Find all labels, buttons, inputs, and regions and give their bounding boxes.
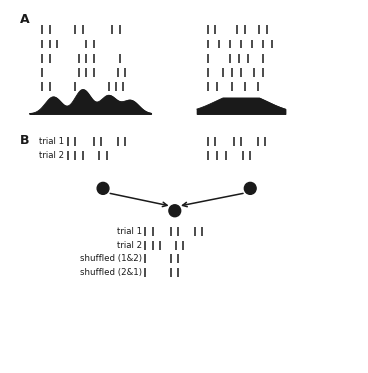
Text: shuffled (2&1): shuffled (2&1) [80, 268, 142, 277]
Text: shuffled (1&2): shuffled (1&2) [80, 254, 142, 263]
Text: trial 2: trial 2 [39, 151, 64, 160]
Text: B: B [20, 134, 30, 147]
Text: trial 2: trial 2 [117, 241, 142, 250]
Circle shape [169, 205, 181, 217]
Text: trial 1: trial 1 [117, 227, 142, 236]
Text: A: A [20, 13, 30, 26]
Circle shape [244, 182, 256, 194]
Circle shape [97, 182, 109, 194]
Text: trial 1: trial 1 [39, 137, 64, 146]
